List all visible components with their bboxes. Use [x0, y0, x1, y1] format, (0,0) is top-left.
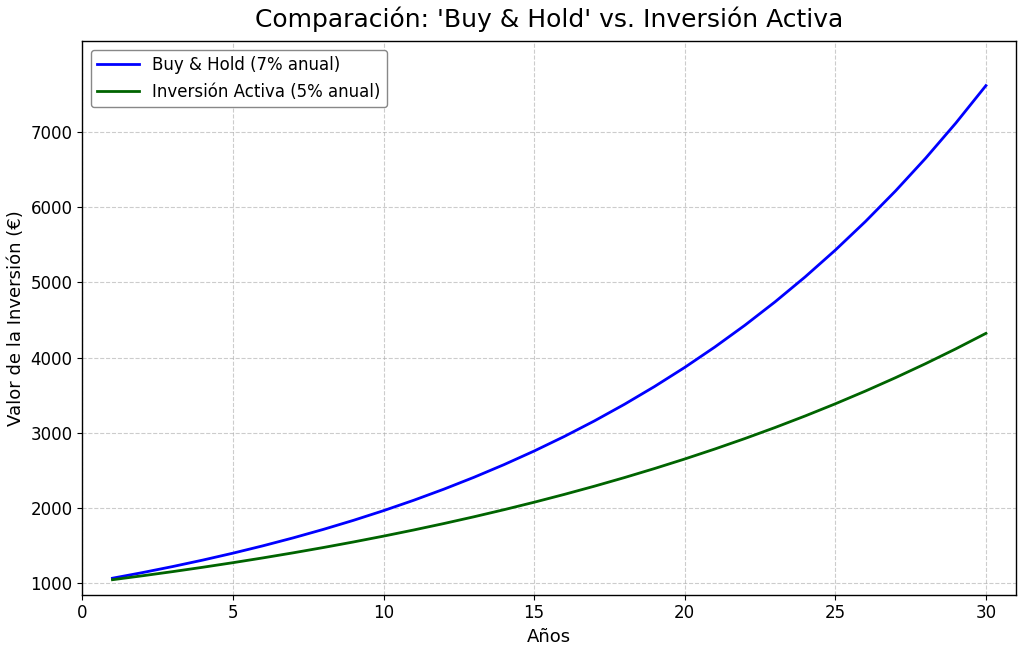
Buy & Hold (7% anual) [799, 273, 811, 281]
Buy & Hold (7% anual) [588, 417, 601, 425]
Inversión Activa (5% anual) [317, 543, 329, 551]
Inversión Activa (5% anual) [889, 374, 901, 381]
Inversión Activa (5% anual) [980, 329, 992, 337]
Buy & Hold (7% anual) [739, 321, 751, 329]
Inversión Activa (5% anual) [799, 412, 811, 420]
Inversión Activa (5% anual) [920, 360, 932, 368]
Buy & Hold (7% anual) [889, 187, 901, 195]
Inversión Activa (5% anual) [559, 490, 571, 498]
Inversión Activa (5% anual) [438, 520, 450, 528]
Inversión Activa (5% anual) [649, 464, 661, 472]
Inversión Activa (5% anual) [498, 506, 510, 514]
Inversión Activa (5% anual) [106, 576, 119, 584]
Inversión Activa (5% anual) [167, 567, 179, 575]
Inversión Activa (5% anual) [678, 455, 691, 463]
Inversión Activa (5% anual) [859, 387, 872, 395]
Buy & Hold (7% anual) [678, 364, 691, 372]
Buy & Hold (7% anual) [528, 447, 540, 455]
Buy & Hold (7% anual) [407, 496, 419, 504]
Buy & Hold (7% anual) [377, 507, 390, 515]
Buy & Hold (7% anual) [498, 461, 510, 469]
X-axis label: Años: Años [527, 628, 571, 646]
Inversión Activa (5% anual) [377, 532, 390, 540]
Inversión Activa (5% anual) [949, 345, 962, 353]
Line: Inversión Activa (5% anual): Inversión Activa (5% anual) [113, 333, 986, 580]
Inversión Activa (5% anual) [830, 400, 842, 407]
Buy & Hold (7% anual) [106, 574, 119, 582]
Buy & Hold (7% anual) [830, 246, 842, 254]
Buy & Hold (7% anual) [136, 569, 148, 577]
Inversión Activa (5% anual) [468, 513, 480, 520]
Legend: Buy & Hold (7% anual), Inversión Activa (5% anual): Buy & Hold (7% anual), Inversión Activa … [91, 50, 388, 107]
Buy & Hold (7% anual) [438, 485, 450, 493]
Inversión Activa (5% anual) [739, 435, 751, 443]
Inversión Activa (5% anual) [709, 445, 721, 453]
Buy & Hold (7% anual) [859, 217, 872, 225]
Inversión Activa (5% anual) [227, 559, 239, 567]
Line: Buy & Hold (7% anual): Buy & Hold (7% anual) [113, 86, 986, 578]
Buy & Hold (7% anual) [287, 534, 300, 542]
Buy & Hold (7% anual) [949, 119, 962, 127]
Buy & Hold (7% anual) [227, 549, 239, 557]
Inversión Activa (5% anual) [618, 473, 630, 481]
Buy & Hold (7% anual) [559, 432, 571, 440]
Buy & Hold (7% anual) [980, 82, 992, 89]
Buy & Hold (7% anual) [709, 343, 721, 351]
Inversión Activa (5% anual) [528, 498, 540, 506]
Buy & Hold (7% anual) [347, 517, 359, 524]
Inversión Activa (5% anual) [257, 554, 269, 562]
Buy & Hold (7% anual) [257, 542, 269, 550]
Inversión Activa (5% anual) [196, 564, 209, 571]
Inversión Activa (5% anual) [287, 549, 300, 557]
Buy & Hold (7% anual) [769, 298, 782, 306]
Buy & Hold (7% anual) [317, 526, 329, 534]
Inversión Activa (5% anual) [588, 483, 601, 490]
Buy & Hold (7% anual) [167, 563, 179, 571]
Buy & Hold (7% anual) [468, 473, 480, 481]
Buy & Hold (7% anual) [618, 400, 630, 408]
Inversión Activa (5% anual) [407, 526, 419, 534]
Buy & Hold (7% anual) [196, 556, 209, 564]
Inversión Activa (5% anual) [347, 538, 359, 546]
Buy & Hold (7% anual) [920, 154, 932, 162]
Y-axis label: Valor de la Inversión (€): Valor de la Inversión (€) [7, 210, 25, 426]
Inversión Activa (5% anual) [769, 424, 782, 432]
Inversión Activa (5% anual) [136, 572, 148, 580]
Title: Comparación: 'Buy & Hold' vs. Inversión Activa: Comparación: 'Buy & Hold' vs. Inversión … [255, 7, 843, 33]
Buy & Hold (7% anual) [649, 383, 661, 390]
